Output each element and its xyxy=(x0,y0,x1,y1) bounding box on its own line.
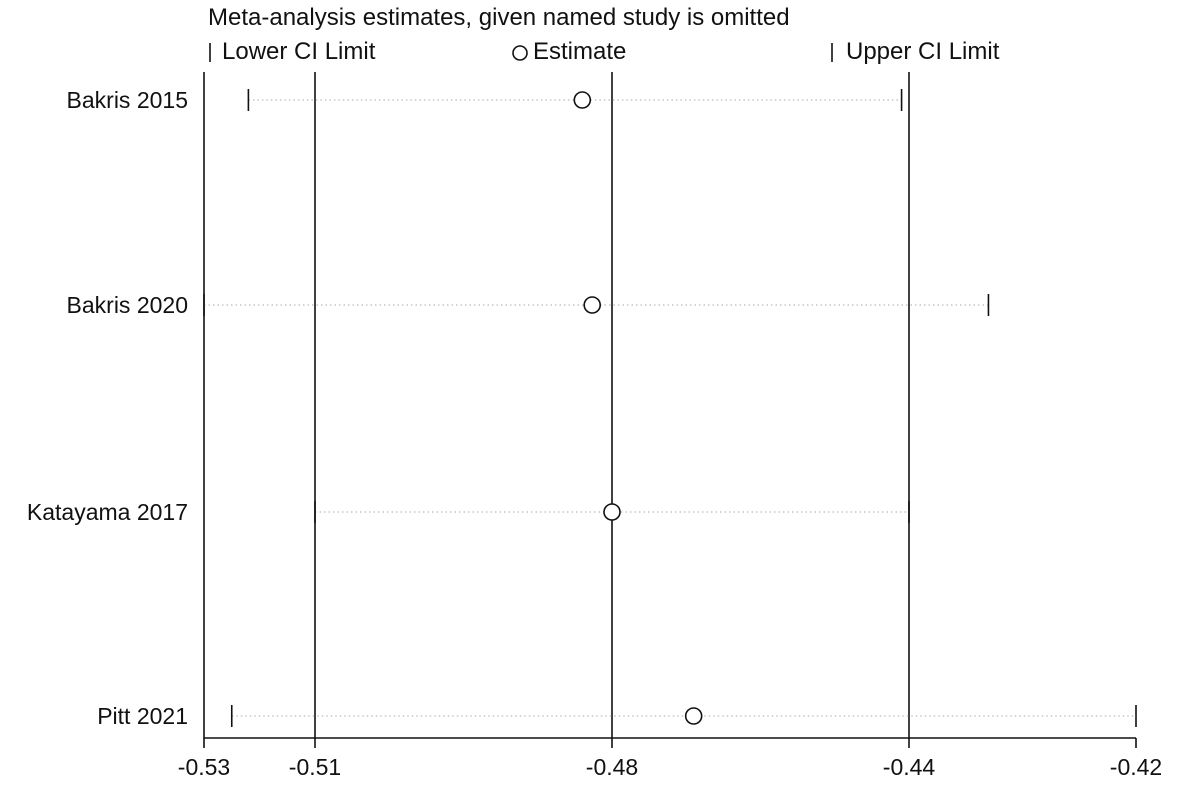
x-tick-label-4: -0.42 xyxy=(1110,754,1162,780)
estimate-point-2 xyxy=(603,503,621,521)
estimate-point-0 xyxy=(573,91,592,109)
study-label-3: Pitt 2021 xyxy=(97,703,188,729)
study-label-0: Bakris 2015 xyxy=(67,87,188,113)
estimate-point-1 xyxy=(583,296,602,314)
legend-estimate-label: Estimate xyxy=(533,38,626,65)
x-tick-label-3: -0.44 xyxy=(883,754,936,780)
legend: Lower CI Limit Estimate Upper CI Limit xyxy=(209,38,1000,65)
x-tick-label-2: -0.48 xyxy=(586,754,638,780)
legend-upper-ci-label: Upper CI Limit xyxy=(846,38,1000,65)
study-label-1: Bakris 2020 xyxy=(67,292,188,318)
legend-lower-ci-label: Lower CI Limit xyxy=(222,38,376,65)
legend-estimate-marker xyxy=(512,45,528,61)
chart-title: Meta-analysis estimates, given named stu… xyxy=(208,4,790,31)
x-tick-label-0: -0.53 xyxy=(178,754,230,780)
study-label-2: Katayama 2017 xyxy=(27,499,188,525)
x-tick-label-1: -0.51 xyxy=(289,754,341,780)
plot-area: -0.53 -0.51 -0.48 -0.44 -0.42 Bakris 2015 Bakr… xyxy=(27,72,1162,780)
estimate-point-3 xyxy=(684,707,703,725)
